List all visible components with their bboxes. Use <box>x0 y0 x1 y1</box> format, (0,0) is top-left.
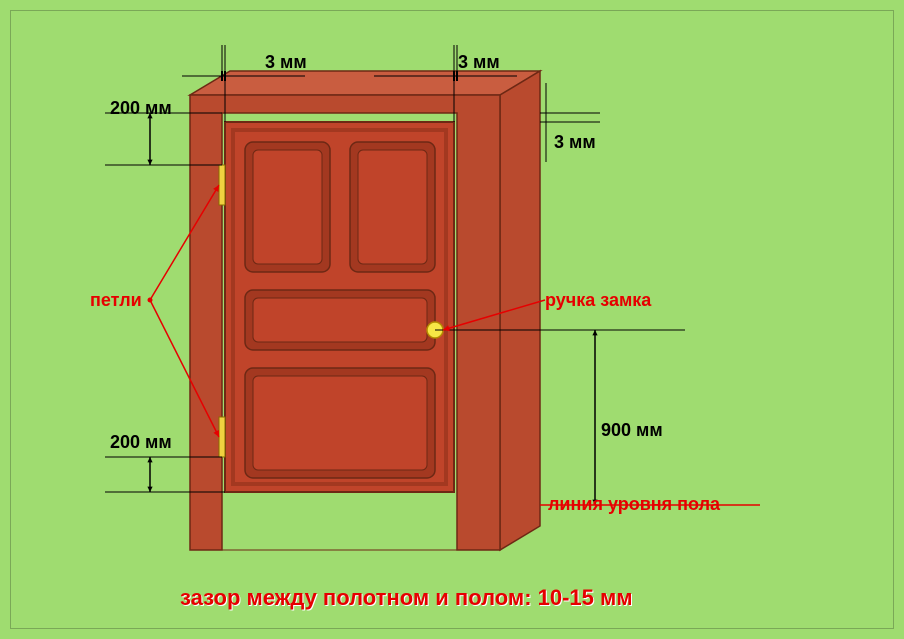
door-diagram-svg <box>0 0 904 639</box>
dim-top-right-gap: 3 мм <box>458 52 500 73</box>
diagram-canvas: 3 мм 3 мм 3 мм 200 мм 200 мм 900 мм петл… <box>0 0 904 639</box>
caption-bottom: зазор между полотном и полом: 10-15 мм <box>180 585 633 611</box>
dim-hinge-bottom: 200 мм <box>110 432 172 453</box>
dim-side-gap: 3 мм <box>554 132 596 153</box>
dim-knob-height: 900 мм <box>601 420 663 441</box>
dim-hinge-top: 200 мм <box>110 98 172 119</box>
label-knob: ручка замка <box>545 290 651 311</box>
label-hinges: петли <box>90 290 142 311</box>
dim-top-left-gap: 3 мм <box>265 52 307 73</box>
label-floor-line: линия уровня пола <box>548 494 720 515</box>
